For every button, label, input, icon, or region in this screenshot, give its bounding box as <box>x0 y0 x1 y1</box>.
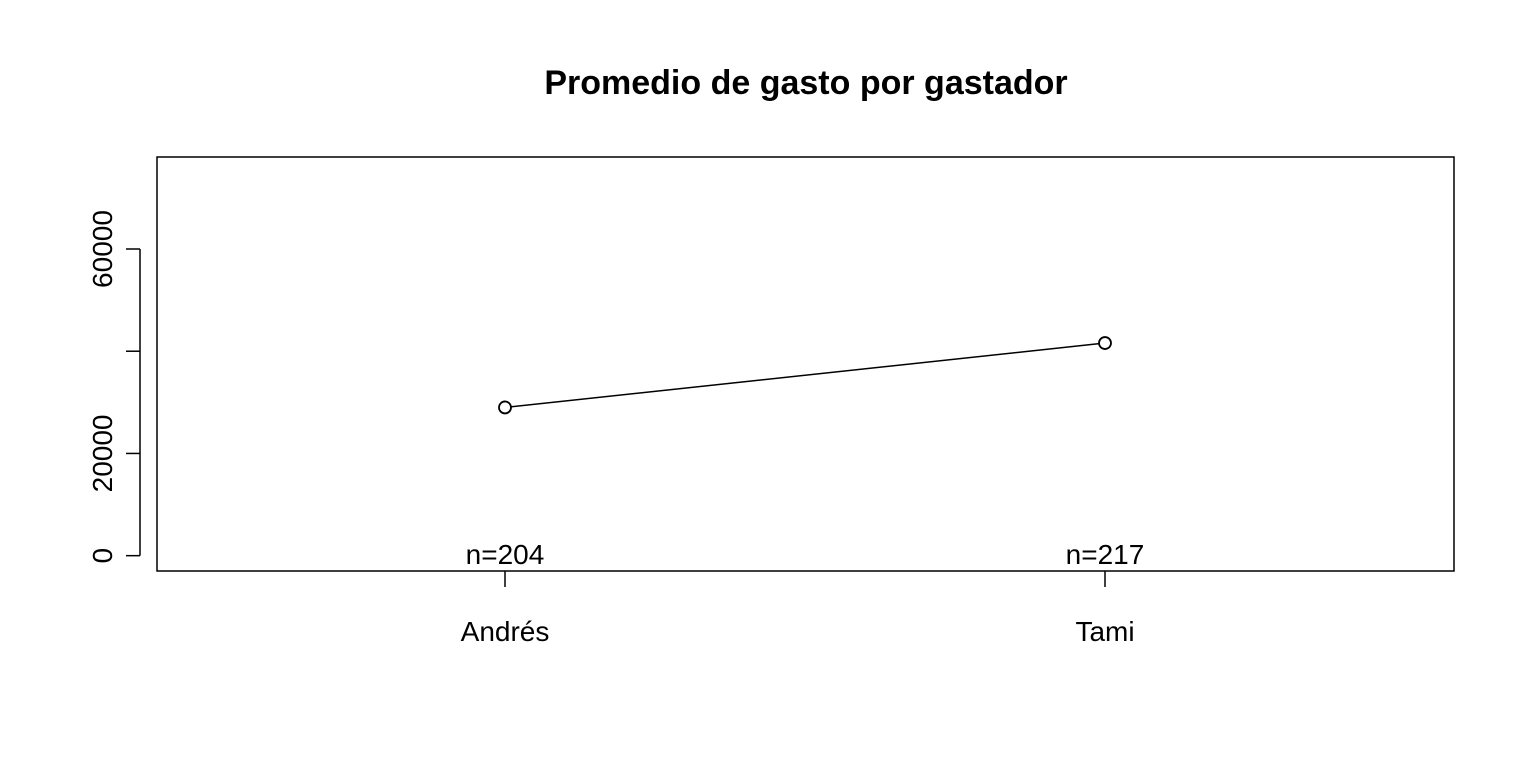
y-tick-label: 60000 <box>87 210 118 288</box>
y-tick-label: 0 <box>87 548 118 564</box>
x-tick-label: Andrés <box>461 616 550 647</box>
series-line <box>504 342 1106 409</box>
count-label: n=204 <box>466 539 545 570</box>
y-axis: 0 20000 60000 <box>87 210 141 564</box>
data-point <box>1098 336 1112 350</box>
chart-title: Promedio de gasto por gastador <box>544 64 1067 102</box>
x-axis: Andrés Tami <box>461 571 1135 647</box>
count-label: n=217 <box>1066 539 1145 570</box>
x-tick-label: Tami <box>1075 616 1134 647</box>
data-point <box>498 400 512 415</box>
y-tick-label: 20000 <box>87 415 118 493</box>
series-layer <box>498 336 1112 415</box>
plot-frame <box>156 156 1455 572</box>
count-labels: n=204 n=217 <box>466 539 1145 570</box>
